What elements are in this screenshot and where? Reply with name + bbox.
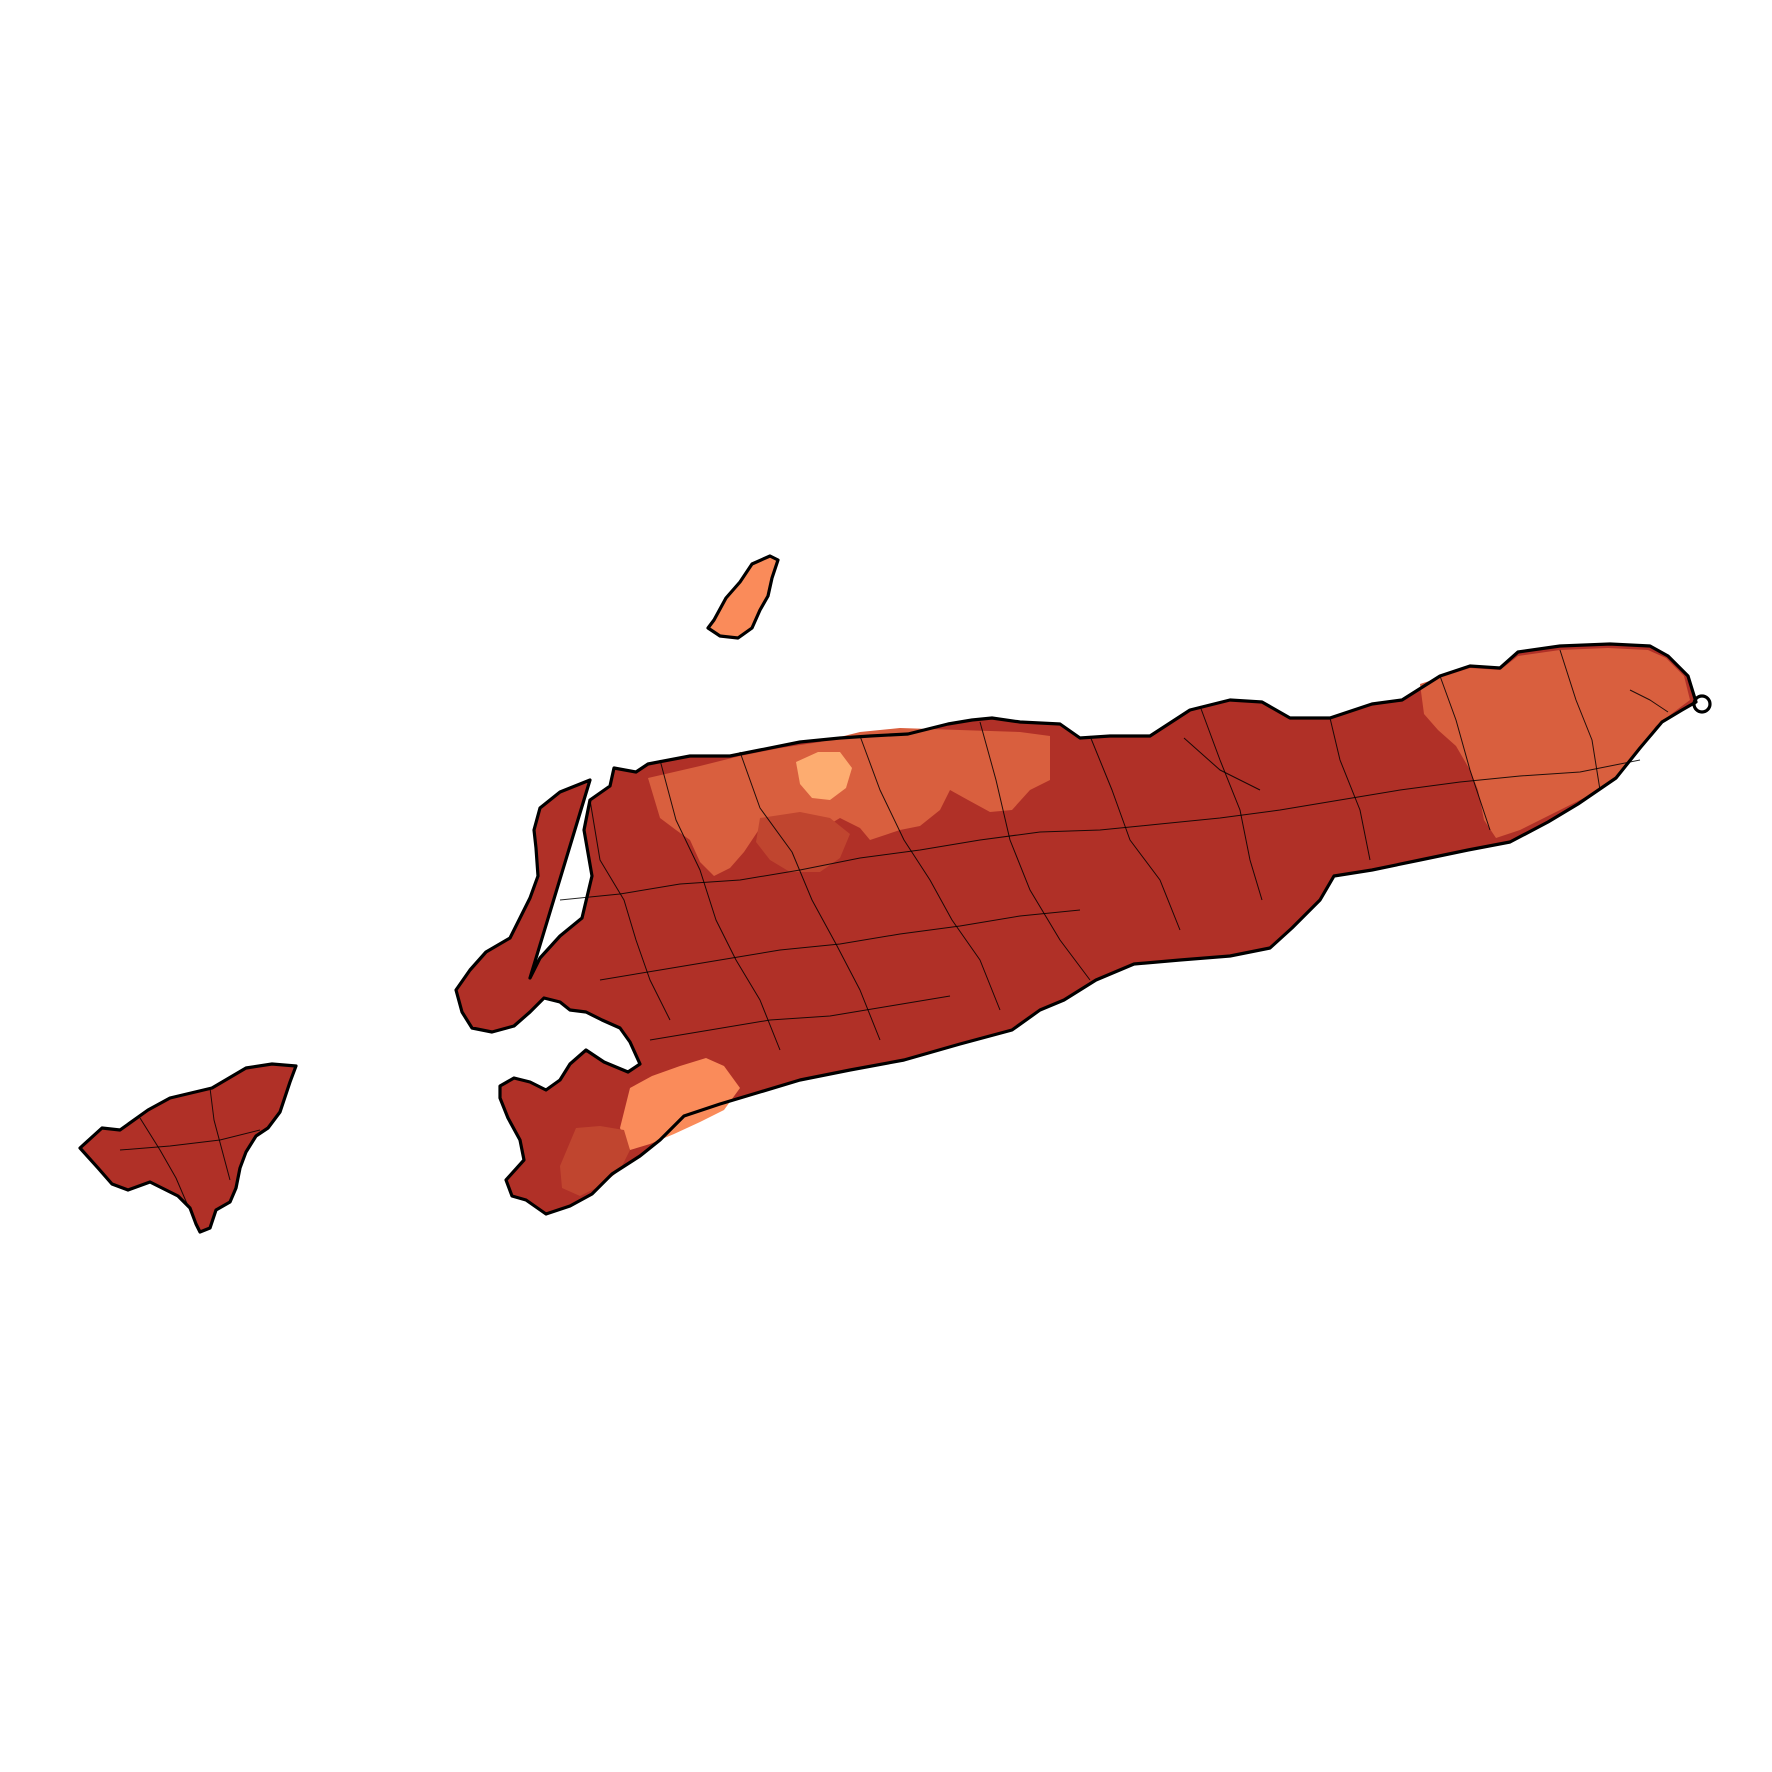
north-coast-small-patch-fill <box>796 752 852 800</box>
north-coast-band-fill <box>648 728 1050 876</box>
north-island-fill <box>708 556 778 638</box>
admin-boundaries <box>119 649 1669 1207</box>
eastern-tip-fill <box>1420 648 1690 838</box>
coastlines <box>78 554 1712 1234</box>
north-central-dark-patch-fill <box>756 812 850 872</box>
south-west-dark-patch-fill <box>560 1126 630 1196</box>
south-west-patch-fill <box>620 1058 740 1150</box>
western-enclave-fill <box>80 1064 296 1232</box>
